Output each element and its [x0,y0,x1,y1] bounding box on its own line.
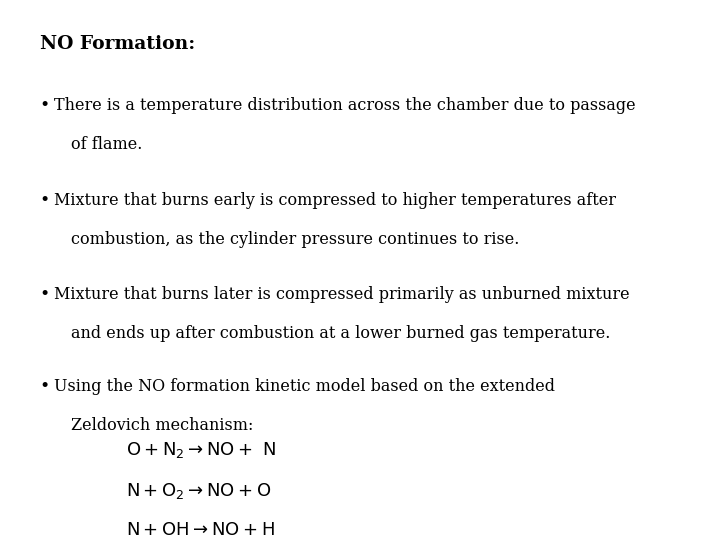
Text: $\mathrm{N + O_2 \rightarrow NO + O}$: $\mathrm{N + O_2 \rightarrow NO + O}$ [126,481,271,501]
Text: combustion, as the cylinder pressure continues to rise.: combustion, as the cylinder pressure con… [71,231,519,247]
Text: Mixture that burns early is compressed to higher temperatures after: Mixture that burns early is compressed t… [54,192,616,208]
Text: of flame.: of flame. [71,136,142,153]
Text: There is a temperature distribution across the chamber due to passage: There is a temperature distribution acro… [54,97,636,114]
Text: •: • [40,192,50,208]
Text: •: • [40,97,50,114]
Text: •: • [40,378,50,395]
Text: and ends up after combustion at a lower burned gas temperature.: and ends up after combustion at a lower … [71,325,610,342]
Text: $\mathrm{O + N_2 \rightarrow NO + \ N}$: $\mathrm{O + N_2 \rightarrow NO + \ N}$ [126,440,276,460]
Text: $\mathrm{N + OH \rightarrow NO + H}$: $\mathrm{N + OH \rightarrow NO + H}$ [126,521,275,539]
Text: NO Formation:: NO Formation: [40,35,195,53]
Text: Using the NO formation kinetic model based on the extended: Using the NO formation kinetic model bas… [54,378,555,395]
Text: Zeldovich mechanism:: Zeldovich mechanism: [71,417,253,434]
Text: Mixture that burns later is compressed primarily as unburned mixture: Mixture that burns later is compressed p… [54,286,629,303]
Text: •: • [40,286,50,303]
